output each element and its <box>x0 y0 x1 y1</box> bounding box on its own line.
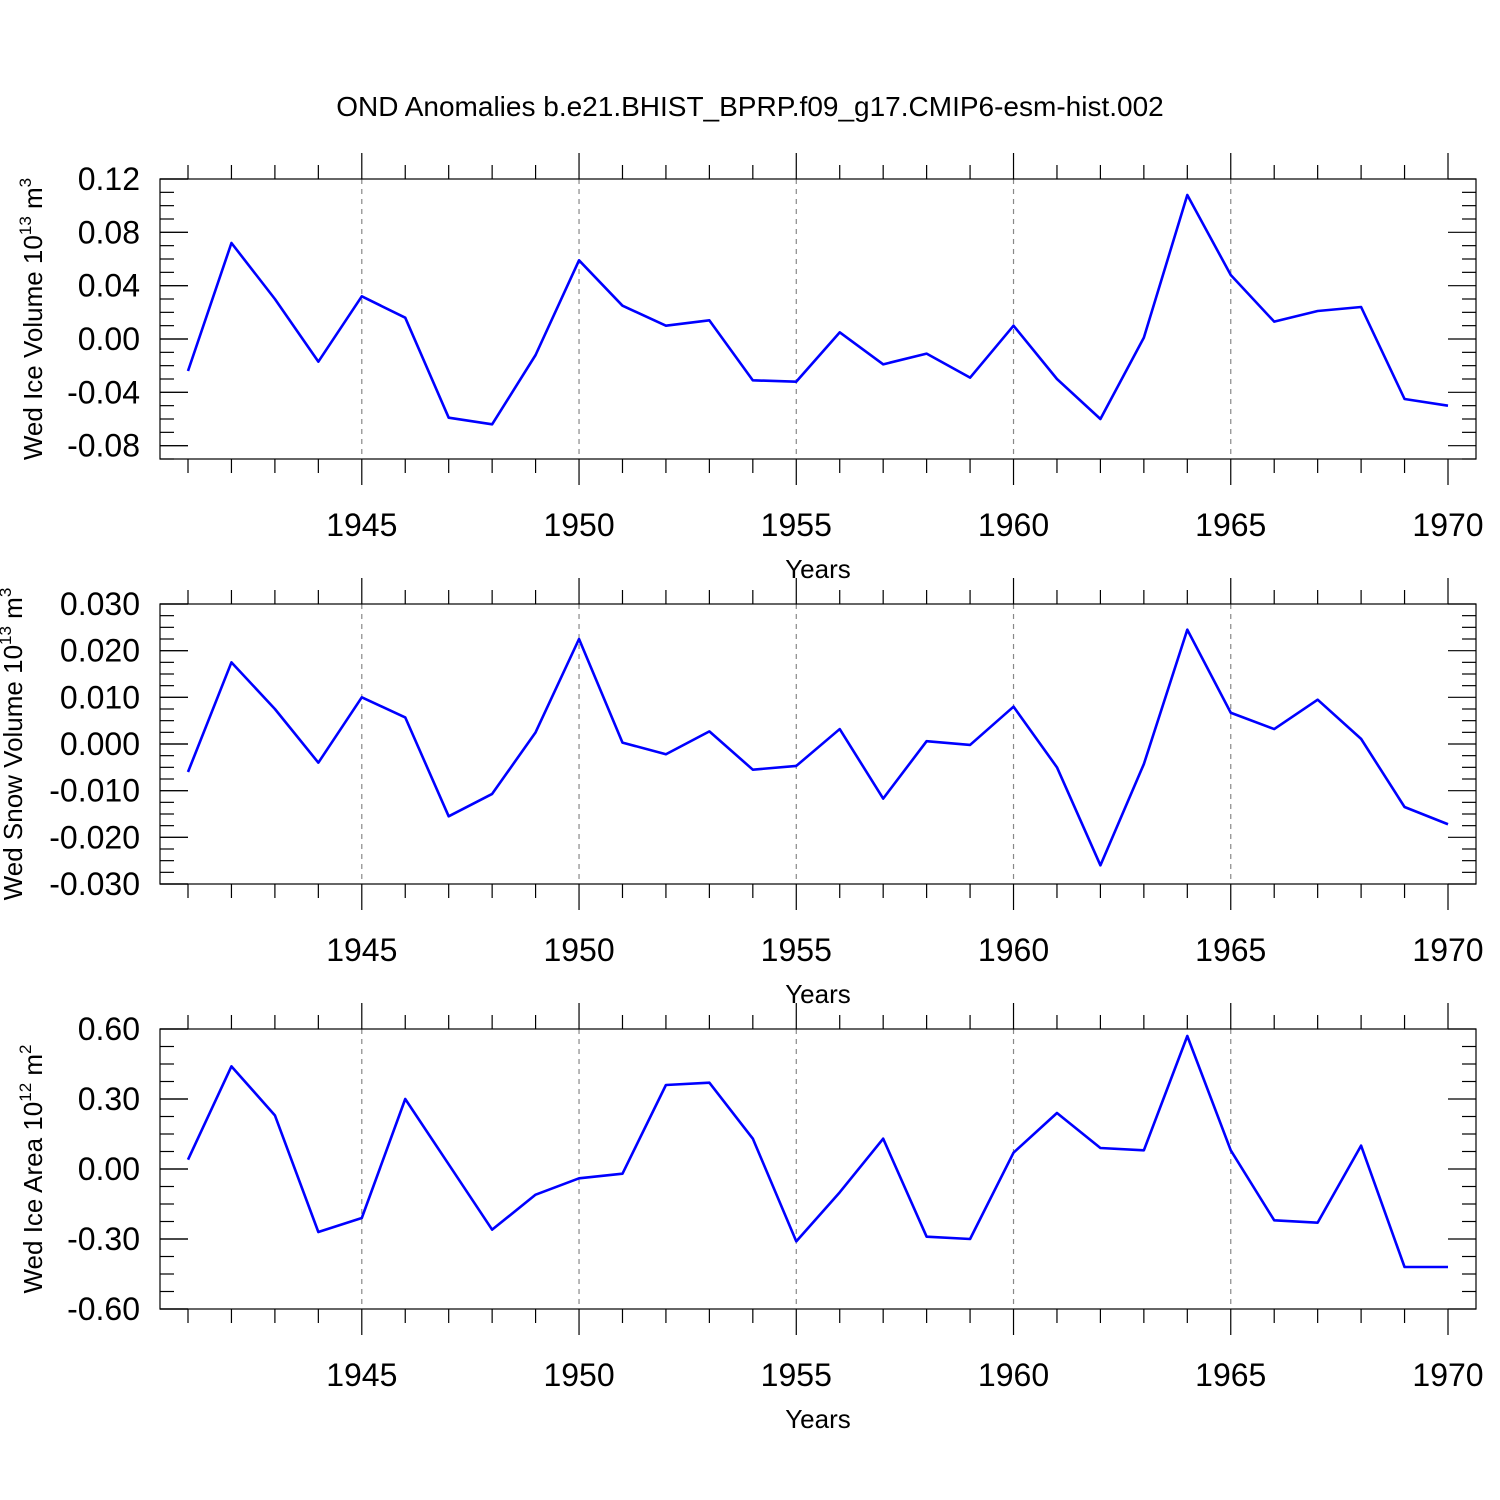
y-tick-label: -0.08 <box>67 428 140 464</box>
y-axis-label-superscript: 12 <box>16 1083 35 1102</box>
y-axis-label-text: m <box>18 1054 48 1083</box>
y-axis-label-superscript: 2 <box>16 1044 35 1053</box>
x-tick-label: 1960 <box>978 932 1049 968</box>
x-tick-label: 1955 <box>761 507 832 543</box>
x-tick-label: 1970 <box>1412 507 1483 543</box>
panel-snow-volume: -0.030 -0.020 -0.010 0.000 0.010 0.020 0.030 19… <box>0 578 1484 1009</box>
x-axis-label: Years <box>785 554 851 584</box>
figure-title: OND Anomalies b.e21.BHIST_BPRP.f09_g17.C… <box>336 91 1163 122</box>
plot-frame <box>159 178 1477 460</box>
y-tick-label: -0.030 <box>49 866 140 902</box>
x-tick-label: 1950 <box>543 932 614 968</box>
y-axis-label-superscript: 13 <box>16 216 35 235</box>
x-tick-label: 1970 <box>1412 932 1483 968</box>
y-axis-label: Wed Ice Volume 1013 m3 <box>16 178 48 460</box>
y-axis-label-text: Wed Ice Area 10 <box>18 1102 48 1294</box>
x-tick-label: 1950 <box>543 507 614 543</box>
x-tick-label: 1965 <box>1195 932 1266 968</box>
y-axis-label-text: m <box>0 597 28 626</box>
x-axis-label: Years <box>785 979 851 1009</box>
x-tick-label: 1960 <box>978 507 1049 543</box>
x-tick-label: 1965 <box>1195 1357 1266 1393</box>
y-axis-label: Wed Ice Area 1012 m2 <box>16 1044 48 1293</box>
x-tick-label: 1945 <box>326 932 397 968</box>
x-tick-label: 1955 <box>761 932 832 968</box>
y-tick-label: 0.000 <box>60 726 140 762</box>
y-tick-label: 0.00 <box>78 1151 140 1187</box>
y-tick-label: -0.010 <box>49 773 140 809</box>
y-tick-label: -0.30 <box>67 1221 140 1257</box>
y-axis-label-text: Wed Snow Volume 10 <box>0 645 28 900</box>
x-tick-label: 1960 <box>978 1357 1049 1393</box>
y-tick-label: 0.30 <box>78 1081 140 1117</box>
x-tick-label: 1945 <box>326 1357 397 1393</box>
y-tick-label: -0.04 <box>67 374 140 410</box>
y-tick-label: 0.04 <box>78 268 140 304</box>
y-tick-label: 0.020 <box>60 633 140 669</box>
y-axis-label-superscript: 3 <box>0 588 15 597</box>
series-line <box>186 628 1449 867</box>
y-tick-label: 0.08 <box>78 214 140 250</box>
y-axis-label-superscript: 3 <box>16 178 35 187</box>
panels: -0.08 -0.04 0.00 0.04 0.08 0.12 1945 1950 1955 19… <box>0 153 1484 1434</box>
plot-frame <box>159 603 1477 885</box>
y-axis-label-text: Wed Ice Volume 10 <box>18 235 48 460</box>
y-tick-label: 0.12 <box>78 161 140 197</box>
x-tick-label: 1955 <box>761 1357 832 1393</box>
x-tick-label: 1950 <box>543 1357 614 1393</box>
y-tick-label: 0.030 <box>60 586 140 622</box>
y-tick-label: 0.010 <box>60 679 140 715</box>
series-line <box>186 193 1449 426</box>
x-tick-label: 1945 <box>326 507 397 543</box>
y-tick-label: -0.60 <box>67 1291 140 1327</box>
x-axis-label: Years <box>785 1404 851 1434</box>
panel-ice-volume: -0.08 -0.04 0.00 0.04 0.08 0.12 1945 1950 1955 19… <box>16 153 1484 584</box>
panel-ice-area: -0.60 -0.30 0.00 0.30 0.60 1945 1950 1955 1960 19… <box>16 1003 1484 1434</box>
x-tick-label: 1970 <box>1412 1357 1483 1393</box>
series-line <box>186 1034 1448 1269</box>
y-axis-label: Wed Snow Volume 1013 m3 <box>0 588 28 901</box>
y-tick-label: 0.00 <box>78 321 140 357</box>
plot-frame <box>159 1028 1477 1310</box>
y-axis-label-text: m <box>18 187 48 216</box>
y-axis-label-superscript: 13 <box>0 626 15 645</box>
y-tick-label: -0.020 <box>49 819 140 855</box>
y-tick-label: 0.60 <box>78 1011 140 1047</box>
x-tick-label: 1965 <box>1195 507 1266 543</box>
